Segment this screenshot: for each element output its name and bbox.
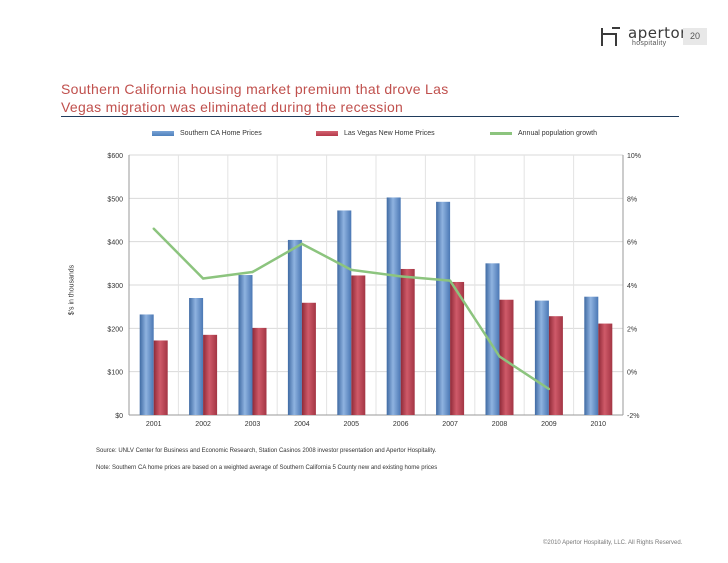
point-population-growth: [399, 275, 402, 278]
x-tick-label: 2002: [195, 421, 211, 428]
x-tick-label: 2001: [146, 421, 162, 428]
logo-word: apertor: [628, 24, 687, 42]
bar-socal: [189, 298, 204, 415]
page-number: 20: [683, 28, 707, 45]
point-population-growth: [498, 355, 501, 358]
bar-vegas: [400, 268, 415, 415]
x-tick-label: 2008: [492, 421, 508, 428]
legend-label-growth: Annual population growth: [518, 130, 598, 137]
y-left-tick-label: $0: [115, 413, 123, 420]
chart-legend: Southern CA Home Prices Las Vegas New Ho…: [0, 130, 728, 144]
legend-swatch-socal: [152, 131, 174, 136]
x-tick-label: 2009: [541, 421, 557, 428]
y-right-tick-label: 10%: [627, 153, 641, 160]
apertor-logo: apertor hospitality: [598, 22, 686, 52]
copyright: ©2010 Apertor Hospitality, LLC. All Righ…: [543, 540, 683, 546]
legend-item-vegas: Las Vegas New Home Prices: [316, 130, 435, 137]
bar-vegas: [153, 340, 168, 415]
bar-socal: [139, 314, 154, 415]
x-tick-label: 2004: [294, 421, 310, 428]
bar-vegas: [203, 334, 218, 415]
point-population-growth: [152, 227, 155, 230]
bar-socal: [287, 239, 302, 415]
y-right-tick-label: 4%: [627, 283, 637, 290]
bar-vegas: [351, 275, 366, 415]
title-divider: [61, 116, 679, 117]
point-population-growth: [251, 270, 254, 274]
point-population-growth: [300, 242, 304, 246]
bar-socal: [386, 197, 401, 415]
x-tick-label: 2005: [344, 421, 360, 428]
point-population-growth: [448, 279, 452, 282]
source-note: Source: UNLV Center for Business and Eco…: [96, 448, 437, 454]
y-right-tick-label: 0%: [627, 370, 637, 377]
slide-title: Southern California housing market premi…: [61, 81, 449, 115]
y-right-tick-label: 6%: [627, 240, 637, 247]
y-right-tick-label: 8%: [627, 196, 637, 203]
bar-socal: [337, 210, 352, 415]
bar-vegas: [499, 299, 514, 415]
bar-socal: [436, 201, 451, 415]
x-tick-label: 2010: [591, 421, 607, 428]
y-left-tick-label: $400: [107, 240, 123, 247]
legend-label-socal: Southern CA Home Prices: [180, 130, 262, 137]
y-left-tick-label: $600: [107, 153, 123, 160]
bar-vegas: [598, 323, 613, 415]
bar-socal: [238, 275, 253, 415]
legend-label-vegas: Las Vegas New Home Prices: [344, 130, 435, 137]
bar-vegas: [450, 281, 465, 415]
x-tick-label: 2003: [245, 421, 261, 428]
point-population-growth: [547, 387, 551, 391]
bar-vegas: [301, 302, 316, 415]
bar-vegas: [252, 327, 267, 415]
y-left-tick-label: $200: [107, 326, 123, 333]
y-left-tick-label: $500: [107, 196, 123, 203]
apertor-logo-icon: [601, 27, 620, 46]
y-right-tick-label: -2%: [627, 413, 639, 420]
methodology-note: Note: Southern CA home prices are based …: [96, 465, 438, 471]
bar-socal: [584, 296, 599, 415]
x-tick-label: 2006: [393, 421, 409, 428]
y-left-tick-label: $100: [107, 370, 123, 377]
point-population-growth: [201, 277, 205, 280]
legend-item-growth: Annual population growth: [490, 130, 597, 137]
point-population-growth: [350, 268, 353, 272]
x-tick-label: 2007: [442, 421, 458, 428]
legend-swatch-growth: [490, 132, 512, 135]
bar-vegas: [548, 316, 563, 415]
legend-swatch-vegas: [316, 131, 338, 136]
logo-subword: hospitality: [632, 40, 667, 47]
y-right-tick-label: 2%: [627, 326, 637, 333]
legend-item-socal: Southern CA Home Prices: [152, 130, 262, 137]
y-axis-title: $'s in thousands: [68, 264, 76, 316]
y-left-tick-label: $300: [107, 283, 123, 290]
bar-socal: [534, 300, 549, 415]
bar-socal: [485, 263, 500, 415]
